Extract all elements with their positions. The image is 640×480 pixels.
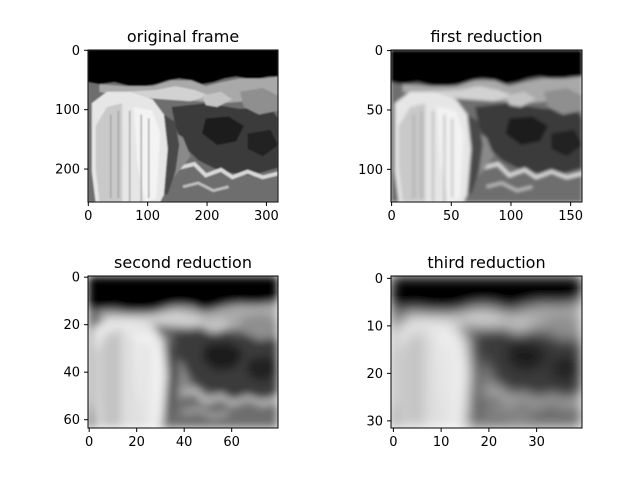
axes-frame: [87, 275, 279, 429]
x-tick-label: 50: [443, 209, 460, 224]
x-tick-label: 100: [135, 209, 160, 224]
x-tick-label: 10: [433, 435, 450, 450]
panel-image: [88, 50, 278, 202]
x-tick-label: 300: [254, 209, 279, 224]
y-tick-label: 0: [72, 44, 80, 59]
x-tick-label: 100: [499, 209, 524, 224]
y-tick-label: 0: [375, 44, 383, 59]
x-tick-label: 0: [85, 435, 93, 450]
x-tick-label: 0: [387, 209, 395, 224]
panel-image: [391, 276, 582, 428]
x-tick-label: 0: [84, 209, 92, 224]
panel-title: third reduction: [427, 253, 545, 272]
axes-frame: [390, 275, 583, 429]
y-tick-label: 20: [63, 318, 80, 333]
x-tick-label: 60: [223, 435, 240, 450]
panel-title: second reduction: [114, 253, 252, 272]
y-tick-label: 0: [375, 272, 383, 287]
x-tick-label: 0: [389, 435, 397, 450]
panel-image: [391, 50, 582, 202]
axes-frame: [390, 49, 583, 203]
y-tick-label: 0: [72, 271, 80, 286]
x-tick-label: 20: [481, 435, 498, 450]
y-tick-label: 30: [366, 414, 383, 429]
panel-4: third reduction 0 10 20 30 0 10 20 30: [366, 253, 583, 450]
panel-2: first reduction 0 50 100 150 0 50 100: [358, 27, 583, 224]
y-tick-label: 40: [63, 366, 80, 381]
x-tick-label: 30: [528, 435, 545, 450]
panel-image: [88, 276, 278, 428]
y-tick-label: 100: [358, 163, 383, 178]
x-tick-label: 150: [558, 209, 583, 224]
y-tick-label: 20: [366, 367, 383, 382]
x-tick-label: 200: [195, 209, 220, 224]
y-tick-label: 60: [63, 413, 80, 428]
x-tick-label: 20: [128, 435, 145, 450]
panel-3: second reduction 0 20 40 60 0 20 40 60: [63, 253, 279, 450]
x-tick-label: 40: [176, 435, 193, 450]
axes-frame: [87, 49, 279, 203]
panel-title: original frame: [127, 27, 239, 46]
panel-1: original frame 0 100 200 300 0 100 200: [55, 27, 279, 224]
y-tick-label: 50: [366, 103, 383, 118]
y-tick-label: 100: [55, 103, 80, 118]
y-tick-label: 200: [55, 163, 80, 178]
panel-title: first reduction: [430, 27, 542, 46]
y-tick-label: 10: [366, 319, 383, 334]
